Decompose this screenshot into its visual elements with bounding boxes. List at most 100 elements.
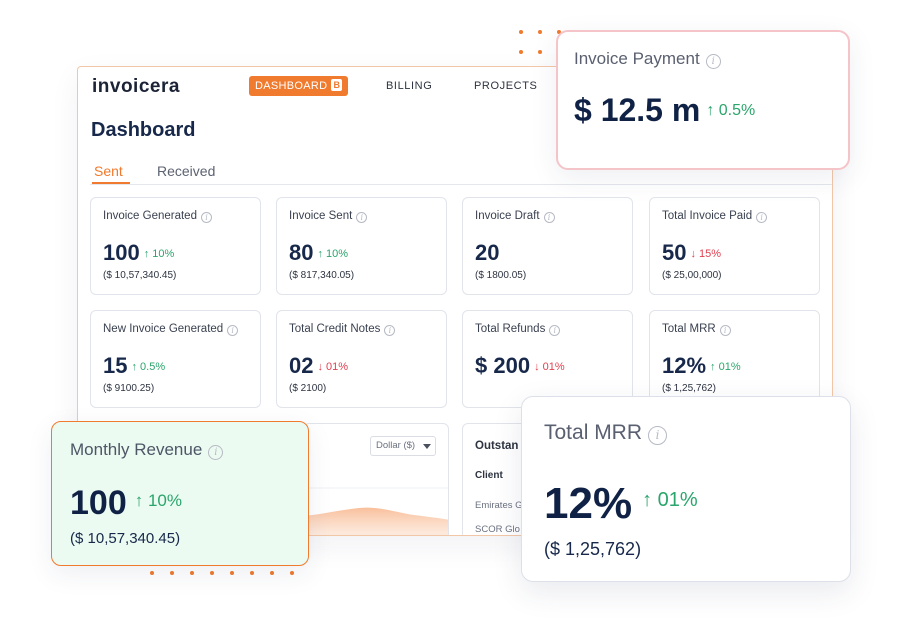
stat-card-title: Total Invoice Paid i [662, 210, 768, 223]
total-mrr-delta: ↑ 01% [642, 489, 698, 511]
stat-card-value: 02 ↓ 01% [289, 353, 348, 379]
stat-card[interactable]: Total MRR i 12% ↑ 01% ($ 1,25,762) [649, 310, 820, 408]
stat-card-subvalue: ($ 817,340.05) [289, 270, 355, 281]
info-icon[interactable]: i [648, 426, 668, 445]
stat-card-title: New Invoice Generated i [103, 323, 239, 336]
page-title: Dashboard [91, 119, 196, 141]
stat-card-title-text: Invoice Sent [289, 210, 353, 222]
tab-sent[interactable]: Sent [94, 163, 123, 179]
info-icon[interactable]: i [208, 445, 224, 460]
stat-card-title-text: New Invoice Generated [103, 323, 224, 335]
stat-card-value: 80 ↑ 10% [289, 240, 348, 266]
stat-card-title-text: Invoice Generated [103, 210, 197, 222]
stat-card[interactable]: Total Refunds i $ 200 ↓ 01% [462, 310, 633, 408]
stat-card[interactable]: Total Invoice Paid i 50 ↓ 15% ($ 25,00,000) [649, 197, 820, 295]
stat-card-value-text: $ 200 [475, 353, 531, 378]
stat-card-value-text: 12% [662, 353, 707, 378]
stat-card-value-text: 20 [475, 240, 500, 265]
nav-projects[interactable]: PROJECTS [474, 80, 538, 92]
info-icon[interactable]: i [227, 325, 239, 336]
stat-card-title-text: Invoice Draft [475, 210, 540, 222]
stat-card-title-text: Total MRR [662, 323, 716, 335]
stat-card[interactable]: Total Credit Notes i 02 ↓ 01% ($ 2100) [276, 310, 447, 408]
stat-card-title: Total Credit Notes i [289, 323, 396, 336]
stat-card-subvalue: ($ 10,57,340.45) [103, 270, 177, 281]
stat-card-value-text: 02 [289, 353, 314, 378]
stat-card-delta: ↑ 01% [710, 361, 741, 373]
tab-received[interactable]: Received [157, 163, 216, 179]
revenue-area [304, 507, 448, 535]
info-icon[interactable]: i [200, 212, 212, 223]
stat-card-title-text: Total Invoice Paid [662, 210, 753, 222]
monthly-revenue-delta: ↑ 10% [134, 491, 182, 510]
chevron-down-icon [423, 444, 431, 449]
revenue-chart-panel: Dollar ($) [303, 423, 449, 535]
stat-card-title: Invoice Generated i [103, 210, 212, 223]
info-icon[interactable]: i [384, 325, 396, 336]
nav-dashboard-label: DASHBOARD [255, 80, 328, 92]
stat-card-subvalue: ($ 9100.25) [103, 383, 155, 394]
stat-card-value: 100 ↑ 10% [103, 240, 174, 266]
currency-select-value: Dollar ($) [376, 440, 416, 451]
total-mrr-amount: 12% [544, 479, 633, 528]
invoice-payment-amount: $ 12.5 m [574, 92, 701, 128]
invoice-payment-popup: Invoice Payment i $ 12.5 m ↑ 0.5% [556, 30, 850, 170]
stat-card[interactable]: Invoice Generated i 100 ↑ 10% ($ 10,57,340.4… [90, 197, 261, 295]
stat-card-delta: ↓ 15% [690, 248, 722, 260]
stat-card[interactable]: Invoice Draft i 20 ($ 1800.05) [462, 197, 633, 295]
stat-card-value: 12% ↑ 01% [662, 353, 741, 379]
info-icon[interactable]: i [705, 54, 721, 69]
stat-card-value: 50 ↓ 15% [662, 240, 721, 266]
invoice-payment-title: Invoice Payment i [574, 49, 721, 69]
info-icon[interactable]: i [543, 212, 555, 223]
stat-card-value: $ 200 ↓ 01% [475, 353, 565, 379]
monthly-revenue-value: 100 ↑ 10% [70, 484, 182, 523]
info-icon[interactable]: i [549, 325, 561, 336]
column-header-client: Client [475, 470, 503, 481]
monthly-revenue-title-text: Monthly Revenue [70, 440, 203, 459]
total-mrr-title-text: Total MRR [544, 421, 643, 444]
stat-card[interactable]: New Invoice Generated i 15 ↑ 0.5% ($ 9100.25… [90, 310, 261, 408]
nav-billing[interactable]: BILLING [386, 80, 433, 92]
monthly-revenue-popup: Monthly Revenue i 100 ↑ 10% ($ 10,57,340.4… [51, 421, 309, 566]
revenue-area-chart [304, 487, 448, 535]
stat-card-value-text: 50 [662, 240, 687, 265]
info-icon[interactable]: i [719, 325, 731, 336]
top-navbar: invoicera DASHBOARD B BILLING PROJECTS [78, 67, 832, 107]
stat-card-value-text: 80 [289, 240, 314, 265]
nav-dashboard-badge: B [331, 79, 343, 91]
stat-card-subvalue: ($ 1,25,762) [662, 383, 716, 394]
stat-card-delta: ↑ 10% [317, 248, 349, 260]
monthly-revenue-amount: 100 [70, 484, 127, 522]
table-row[interactable]: SCOR Glo [475, 524, 520, 535]
stat-card-title: Invoice Draft i [475, 210, 555, 223]
invoicera-logo[interactable]: invoicera [92, 76, 180, 97]
monthly-revenue-sub: ($ 10,57,340.45) [70, 530, 181, 547]
nav-dashboard[interactable]: DASHBOARD B [249, 76, 349, 96]
table-row[interactable]: Emirates G [475, 500, 523, 511]
tabs-bar: Sent Received [90, 161, 832, 185]
invoice-payment-title-text: Invoice Payment [574, 49, 700, 68]
stat-card-title-text: Total Credit Notes [289, 323, 381, 335]
info-icon[interactable]: i [756, 212, 768, 223]
currency-select[interactable]: Dollar ($) [370, 436, 436, 456]
stat-card-subvalue: ($ 1800.05) [475, 270, 527, 281]
stat-card-value: 15 ↑ 0.5% [103, 353, 165, 379]
stat-card[interactable]: Invoice Sent i 80 ↑ 10% ($ 817,340.05) [276, 197, 447, 295]
stat-card-delta: ↑ 10% [143, 248, 175, 260]
stat-card-delta: ↑ 0.5% [131, 361, 166, 373]
stat-card-title-text: Total Refunds [475, 323, 546, 335]
stat-card-value: 20 [475, 240, 499, 266]
stat-card-subvalue: ($ 25,00,000) [662, 270, 722, 281]
stat-card-subvalue: ($ 2100) [289, 383, 327, 394]
stat-card-value-text: 100 [103, 240, 140, 265]
stat-card-title: Invoice Sent i [289, 210, 368, 223]
stat-card-title: Total Refunds i [475, 323, 561, 336]
invoice-payment-delta: ↑ 0.5% [706, 102, 756, 119]
info-icon[interactable]: i [356, 212, 368, 223]
monthly-revenue-title: Monthly Revenue i [70, 440, 224, 460]
total-mrr-title: Total MRR i [544, 421, 668, 445]
total-mrr-value: 12% ↑ 01% [544, 479, 698, 529]
active-tab-indicator [92, 182, 130, 184]
total-mrr-popup: Total MRR i 12% ↑ 01% ($ 1,25,762) [521, 396, 851, 582]
